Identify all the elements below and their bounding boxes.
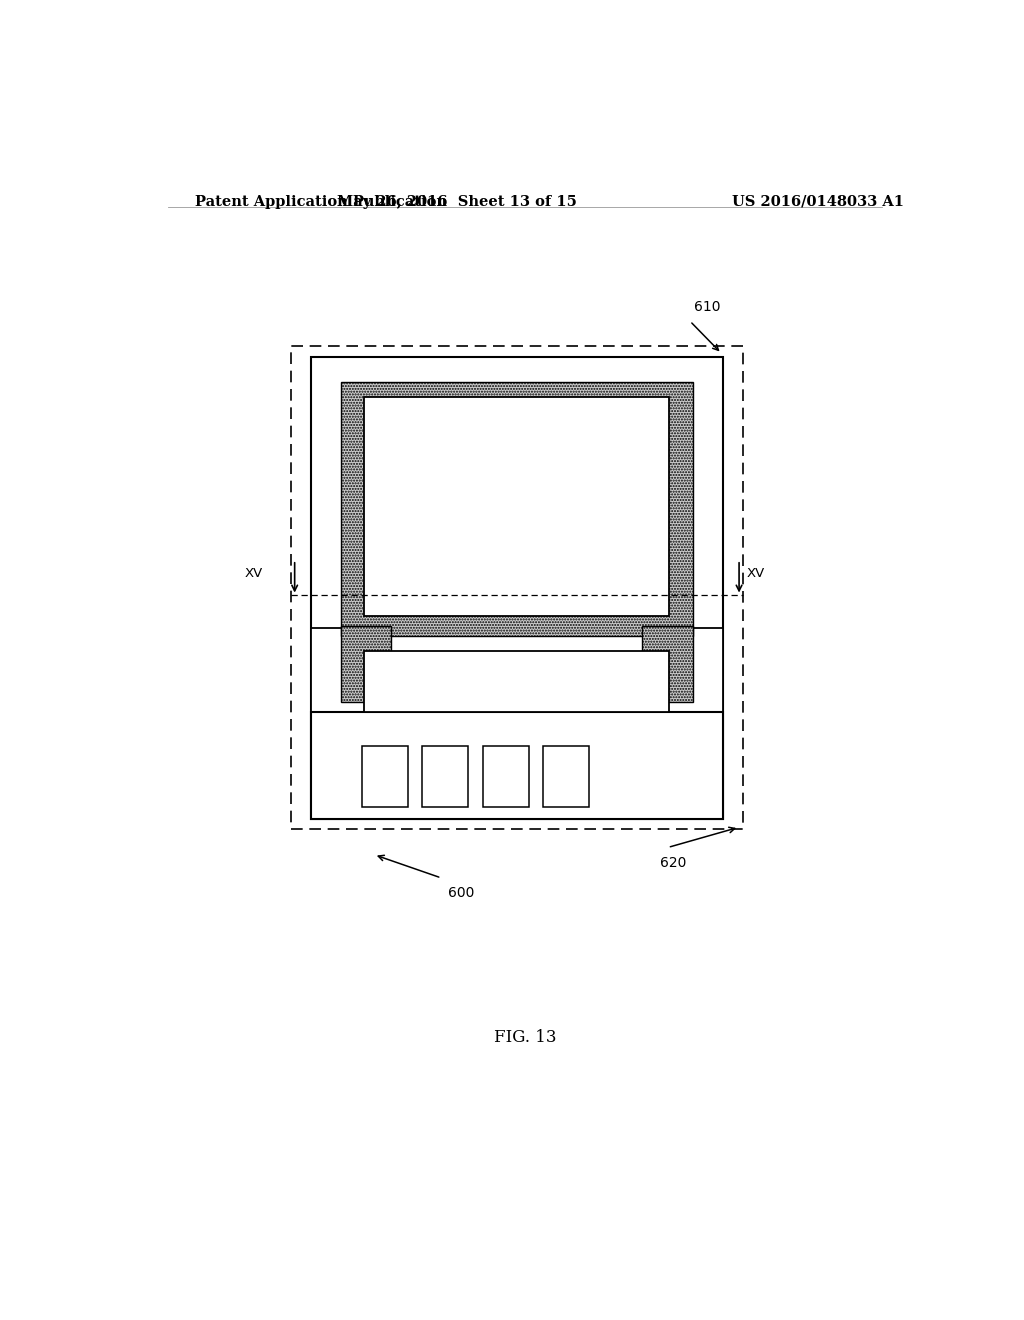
Bar (365, 397, 670, 615)
Text: 610: 610 (694, 300, 720, 314)
Text: 600: 600 (447, 886, 474, 900)
Text: FIG. 13: FIG. 13 (494, 1030, 556, 1045)
Bar (543, 746, 589, 807)
Bar (291, 346, 743, 829)
Text: XV: XV (748, 566, 765, 579)
Bar (642, 626, 693, 702)
Text: Patent Application Publication: Patent Application Publication (196, 195, 447, 209)
Text: 620: 620 (659, 855, 686, 870)
Bar (310, 713, 723, 818)
Bar (423, 746, 468, 807)
Bar (482, 746, 528, 807)
Bar (365, 651, 670, 713)
Text: XV: XV (245, 566, 263, 579)
Bar (310, 356, 723, 818)
Bar (362, 746, 409, 807)
Text: US 2016/0148033 A1: US 2016/0148033 A1 (732, 195, 904, 209)
Bar (310, 628, 723, 719)
Text: May 26, 2016  Sheet 13 of 15: May 26, 2016 Sheet 13 of 15 (337, 195, 578, 209)
Bar (341, 626, 391, 702)
Bar (341, 381, 693, 636)
